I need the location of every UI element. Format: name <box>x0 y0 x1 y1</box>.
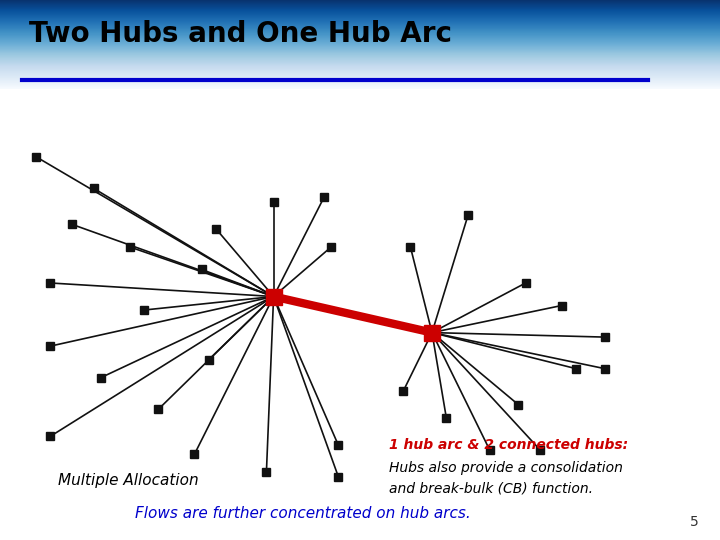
Text: Flows are further concentrated on hub arcs.: Flows are further concentrated on hub ar… <box>135 506 470 521</box>
Text: and break-bulk (CB) function.: and break-bulk (CB) function. <box>389 482 593 496</box>
Text: Two Hubs and One Hub Arc: Two Hubs and One Hub Arc <box>29 20 452 48</box>
Text: 5: 5 <box>690 515 698 529</box>
Text: Hubs also provide a consolidation: Hubs also provide a consolidation <box>389 461 623 475</box>
Text: 1 hub arc & 2 connected hubs:: 1 hub arc & 2 connected hubs: <box>389 438 628 452</box>
Text: Multiple Allocation: Multiple Allocation <box>58 473 198 488</box>
